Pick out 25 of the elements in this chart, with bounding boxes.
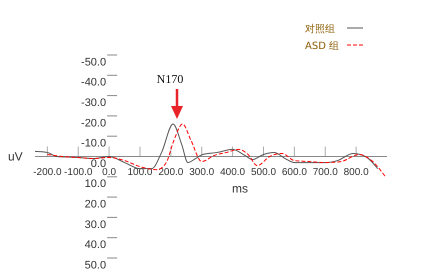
y-tick-label: 40.0 (84, 239, 106, 252)
y-tick-label: -50.0 (81, 56, 106, 68)
x-tick-label: 200.0 (158, 167, 184, 178)
x-tick-label: 700.0 (312, 167, 338, 178)
y-tick-label: -10.0 (81, 138, 106, 150)
x-tick-label: 0.0 (102, 167, 116, 178)
y-axis-title: uV (8, 150, 23, 164)
y-tick-label: -40.0 (81, 76, 106, 89)
x-tick-label: -100.0 (64, 167, 93, 178)
x-tick-label: 400.0 (220, 167, 246, 178)
x-tick-label: 800.0 (344, 167, 370, 178)
y-tick-label: -20.0 (81, 117, 106, 130)
x-tick-label: 600.0 (282, 167, 308, 178)
y-tick-label: -30.0 (81, 97, 106, 110)
y-tick-label: 30.0 (84, 218, 106, 231)
x-axis-title: ms (232, 182, 248, 196)
x-tick-label: 500.0 (250, 167, 276, 178)
legend-label: 对照组 (305, 23, 335, 35)
x-tick-label: 300.0 (189, 167, 215, 178)
annotation: N170 (156, 72, 184, 86)
x-tick-label: -200.0 (33, 167, 62, 178)
y-tick-label: 10.0 (84, 178, 106, 190)
y-tick-label: 50.0 (84, 259, 106, 272)
y-tick-label: 20.0 (84, 198, 106, 211)
legend-label: ASD 组 (305, 40, 340, 52)
